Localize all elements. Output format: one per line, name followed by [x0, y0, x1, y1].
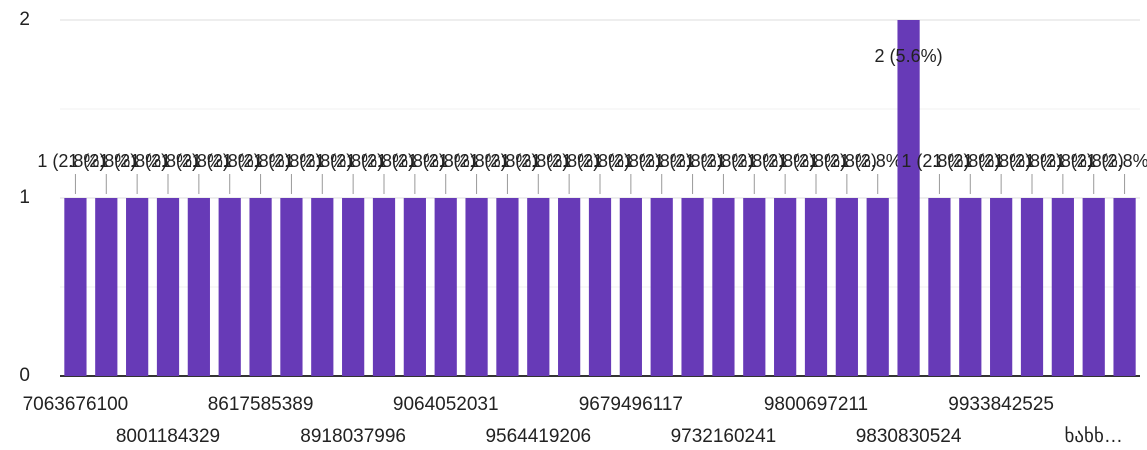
- x-tick-label: 8617585389: [208, 394, 314, 415]
- bar: [774, 198, 797, 376]
- bar: [835, 198, 858, 376]
- bar: [64, 198, 87, 376]
- value-label: 1 (2.8%): [901, 151, 969, 171]
- value-label: 1 (2.8%): [531, 151, 599, 171]
- value-label: 1 (2.8%): [994, 151, 1062, 171]
- value-label: 1 (2.8%): [315, 151, 383, 171]
- value-label: 1 (2.8%): [1025, 151, 1093, 171]
- bar: [156, 198, 180, 376]
- bar: [249, 198, 272, 376]
- bar: [280, 198, 303, 376]
- value-label: 1 (2.8%): [747, 151, 815, 171]
- bar: [95, 198, 118, 376]
- bar: [342, 198, 365, 376]
- bar: [403, 198, 426, 376]
- bar: [465, 198, 488, 376]
- value-label: 1 (2.8%): [624, 151, 692, 171]
- bar: [527, 198, 550, 376]
- bar: [558, 198, 581, 376]
- bar: [1082, 198, 1105, 376]
- bar: [712, 198, 735, 376]
- bar: [372, 198, 396, 376]
- y-tick-label: 2: [19, 9, 30, 30]
- bar: [126, 198, 149, 376]
- bar: [1051, 198, 1074, 376]
- bar: [928, 198, 951, 376]
- bar: [804, 198, 828, 376]
- value-label: 1 (2.8%): [439, 151, 507, 171]
- value-label: 1 (2.8%): [253, 151, 321, 171]
- value-label: 1 (2.8%): [130, 151, 198, 171]
- value-label: 1 (2.8%): [500, 151, 568, 171]
- x-tick-label: 9679496117: [579, 394, 683, 415]
- value-label: 1 (2.8%): [1087, 151, 1147, 171]
- x-tick-label: 8918037996: [300, 426, 406, 447]
- value-label: 1 (2.8%): [809, 151, 877, 171]
- bar: [218, 198, 241, 376]
- value-label: 1 (2.8%): [223, 151, 291, 171]
- value-label: 1 (2.8%): [593, 151, 661, 171]
- y-tick-label: 0: [19, 365, 30, 386]
- value-label: 1 (2.8%): [99, 151, 167, 171]
- value-label: 1 (2.8%): [716, 151, 784, 171]
- value-label: 1 (2.8%): [377, 151, 445, 171]
- bar: [496, 198, 519, 376]
- bar: [650, 198, 673, 376]
- value-label: 1 (2.8%): [68, 151, 136, 171]
- x-tick-label: 9064052031: [393, 394, 499, 415]
- value-label: 1 (2.8%): [840, 151, 908, 171]
- y-tick-label: 1: [19, 187, 30, 208]
- value-label: 1 (2.8%): [37, 151, 105, 171]
- value-label: 1 (2.8%): [1056, 151, 1124, 171]
- value-label: 1 (2.8%): [655, 151, 723, 171]
- value-label: 1 (2.8%): [932, 151, 1000, 171]
- value-label: 1 (2.8%): [562, 151, 630, 171]
- value-label: 1 (2.8%): [778, 151, 846, 171]
- bar: [897, 20, 920, 376]
- value-label: 2 (5.6%): [875, 46, 943, 66]
- value-label: 1 (2.8%): [346, 151, 414, 171]
- bar: [434, 198, 457, 376]
- value-label: 1 (2.8%): [192, 151, 260, 171]
- x-tick-label: 9800697211: [764, 394, 868, 415]
- bar: [588, 198, 612, 376]
- x-tick-label: 7063676100: [23, 394, 129, 415]
- bar: [866, 198, 889, 376]
- bar: [1113, 198, 1136, 376]
- bar: [743, 198, 766, 376]
- x-tick-label: 8001184329: [116, 426, 220, 447]
- value-label: 1 (2.8%): [161, 151, 229, 171]
- bar: [619, 198, 642, 376]
- value-label: 1 (2.8%): [685, 151, 753, 171]
- value-label: 1 (2.8%): [408, 151, 476, 171]
- x-tick-label: 9830830524: [856, 426, 962, 447]
- value-label: 1 (2.8%): [284, 151, 352, 171]
- bar: [681, 198, 704, 376]
- x-tick-label: ხახხ…: [1064, 426, 1122, 447]
- x-tick-label: 9933842525: [948, 394, 1054, 415]
- bar: [990, 198, 1013, 376]
- x-tick-label: 9564419206: [485, 426, 591, 447]
- value-label: 1 (2.8%): [469, 151, 537, 171]
- bar: [959, 198, 982, 376]
- value-label: 1 (2.8%): [963, 151, 1031, 171]
- bar: [187, 198, 210, 376]
- bar: [1020, 198, 1044, 376]
- x-tick-label: 9732160241: [671, 426, 777, 447]
- bar: [311, 198, 334, 376]
